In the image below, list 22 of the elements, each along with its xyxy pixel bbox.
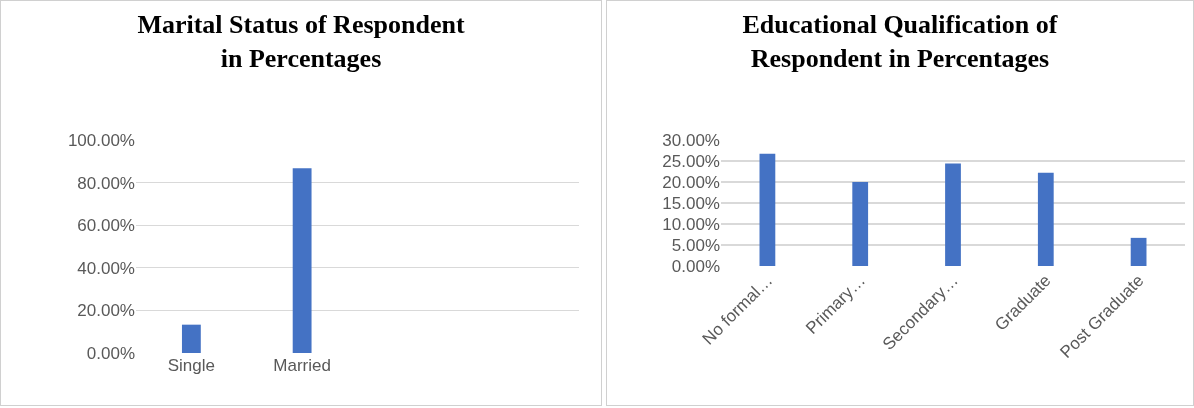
y-tick-label: 30.00% [662,130,720,150]
y-tick-label: 5.00% [671,235,720,255]
chart-title: Marital Status of Respondent in Percentages [137,10,465,74]
y-tick-label: 20.00% [662,172,720,192]
y-tick-label: 40.00% [77,258,135,278]
bar [852,182,869,266]
bar [1130,237,1147,266]
x-tick-label: Married [273,356,331,375]
y-tick-label: 20.00% [77,301,135,321]
bar [759,153,776,266]
y-tick-label: 100.00% [67,130,135,150]
x-tick-label: Single [167,356,216,375]
bar [1037,172,1054,266]
y-tick-label: 10.00% [662,214,720,234]
y-tick-label: 0.00% [86,343,135,363]
y-tick-label: 0.00% [671,256,720,276]
bar [945,163,961,266]
y-tick-label: 60.00% [77,216,135,236]
y-tick-label: 80.00% [77,173,135,193]
y-tick-label: 25.00% [662,151,720,171]
y-tick-label: 15.00% [662,193,720,213]
chart-title: Educational Qualification of Respondent in Percentages [742,10,1058,74]
